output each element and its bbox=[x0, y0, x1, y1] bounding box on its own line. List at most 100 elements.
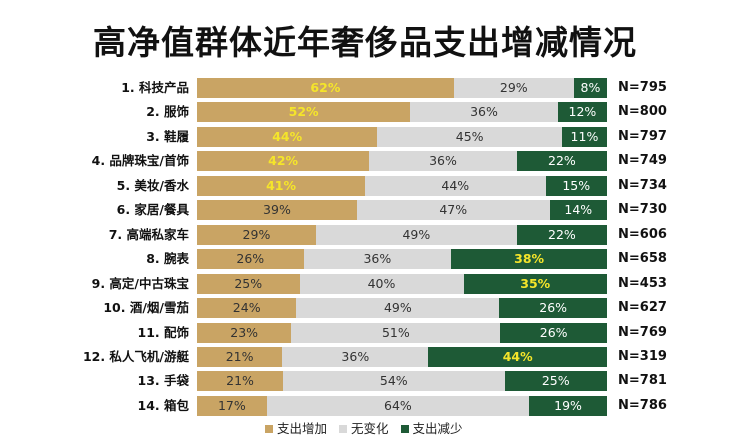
no-change-segment: 29% bbox=[453, 78, 574, 98]
sample-size-label: N=627 bbox=[618, 300, 667, 316]
bar-row: 13. 手袋 21% 54% 25% N=781 bbox=[0, 371, 730, 392]
legend-item: 支出减少 bbox=[400, 418, 463, 436]
no-change-segment: 44% bbox=[365, 175, 546, 196]
sample-size-label: N=658 bbox=[618, 251, 667, 267]
stacked-bar: 62% 29% 8% bbox=[197, 78, 607, 98]
stacked-bar: 26% 36% 38% bbox=[197, 249, 607, 270]
stacked-bar: 24% 49% 26% bbox=[197, 298, 607, 319]
no-change-segment: 54% bbox=[283, 371, 505, 392]
no-change-segment: 51% bbox=[291, 322, 501, 343]
bar-row: 1. 科技产品 62% 29% 8% N=795 bbox=[0, 78, 730, 98]
bar-row: 11. 配饰 23% 51% 26% N=769 bbox=[0, 322, 730, 343]
decrease-segment: 11% bbox=[561, 126, 607, 147]
increase-segment: 17% bbox=[197, 395, 267, 416]
category-label: 13. 手袋 bbox=[137, 373, 190, 389]
legend-swatch bbox=[339, 425, 348, 433]
sample-size-label: N=319 bbox=[618, 348, 667, 364]
no-change-segment: 36% bbox=[282, 346, 429, 367]
decrease-segment: 22% bbox=[516, 224, 608, 245]
category-label: 5. 美妆/香水 bbox=[116, 177, 189, 193]
bar-row: 12. 私人飞机/游艇 21% 36% 44% N=319 bbox=[0, 346, 730, 367]
no-change-segment: 47% bbox=[356, 200, 550, 221]
sample-size-label: N=749 bbox=[618, 153, 667, 169]
category-label: 9. 高定/中古珠宝 bbox=[91, 275, 189, 291]
bar-row: 14. 箱包 17% 64% 19% N=786 bbox=[0, 395, 730, 416]
sample-size-label: N=769 bbox=[618, 324, 667, 340]
sample-size-label: N=734 bbox=[618, 177, 667, 193]
no-change-segment: 49% bbox=[315, 224, 517, 245]
decrease-segment: 44% bbox=[428, 346, 607, 367]
category-label: 11. 配饰 bbox=[137, 324, 190, 340]
sample-size-label: N=781 bbox=[618, 373, 667, 389]
increase-segment: 44% bbox=[197, 126, 378, 147]
no-change-segment: 45% bbox=[377, 126, 562, 147]
category-label: 14. 箱包 bbox=[137, 397, 190, 413]
increase-segment: 21% bbox=[197, 346, 283, 367]
no-change-segment: 36% bbox=[410, 102, 558, 123]
sample-size-label: N=795 bbox=[618, 80, 667, 95]
category-label: 4. 品牌珠宝/首饰 bbox=[91, 153, 189, 169]
increase-segment: 42% bbox=[197, 151, 370, 172]
stacked-bar: 23% 51% 26% bbox=[197, 322, 607, 343]
decrease-segment: 14% bbox=[549, 200, 608, 221]
increase-segment: 41% bbox=[197, 175, 366, 196]
decrease-segment: 15% bbox=[545, 175, 607, 196]
category-label: 10. 酒/烟/雪茄 bbox=[103, 300, 189, 316]
sample-size-label: N=800 bbox=[618, 104, 667, 120]
category-label: 7. 高端私家车 bbox=[108, 226, 189, 242]
legend-item: 无变化 bbox=[339, 418, 389, 436]
sample-size-label: N=786 bbox=[618, 397, 667, 413]
legend-label: 无变化 bbox=[351, 421, 389, 436]
legend-item: 支出增加 bbox=[265, 418, 327, 436]
decrease-segment: 19% bbox=[529, 395, 608, 416]
stacked-bar: 39% 47% 14% bbox=[197, 200, 608, 221]
legend-label: 支出减少 bbox=[412, 421, 463, 436]
decrease-segment: 12% bbox=[557, 102, 607, 123]
sample-size-label: N=797 bbox=[618, 128, 667, 144]
increase-segment: 23% bbox=[197, 322, 292, 343]
legend-swatch bbox=[265, 425, 273, 433]
stacked-bar: 21% 54% 25% bbox=[197, 371, 607, 392]
stacked-bar: 52% 36% 12% bbox=[197, 102, 607, 123]
bar-row: 7. 高端私家车 29% 49% 22% N=606 bbox=[0, 224, 730, 245]
bar-row: 2. 服饰 52% 36% 12% N=800 bbox=[0, 102, 730, 123]
bar-row: 6. 家居/餐具 39% 47% 14% N=730 bbox=[0, 200, 730, 221]
decrease-segment: 22% bbox=[516, 151, 607, 172]
sample-size-label: N=606 bbox=[618, 226, 667, 242]
category-label: 3. 鞋履 bbox=[146, 128, 189, 144]
increase-segment: 26% bbox=[197, 249, 304, 270]
stacked-bar: 17% 64% 19% bbox=[197, 395, 608, 416]
increase-segment: 24% bbox=[197, 298, 297, 319]
increase-segment: 39% bbox=[197, 200, 357, 221]
increase-segment: 62% bbox=[197, 78, 454, 98]
stacked-bar: 25% 40% 35% bbox=[197, 273, 607, 294]
sample-size-label: N=453 bbox=[618, 275, 667, 291]
no-change-segment: 40% bbox=[299, 273, 464, 294]
decrease-segment: 35% bbox=[463, 273, 607, 294]
bar-row: 10. 酒/烟/雪茄 24% 49% 26% N=627 bbox=[0, 298, 730, 319]
chart-title: 高净值群体近年奢侈品支出增减情况 bbox=[93, 23, 637, 62]
stacked-bar: 29% 49% 22% bbox=[197, 224, 608, 245]
increase-segment: 25% bbox=[197, 273, 300, 294]
sample-size-label: N=730 bbox=[618, 202, 667, 218]
no-change-segment: 64% bbox=[266, 395, 530, 416]
no-change-segment: 49% bbox=[296, 298, 500, 319]
category-label: 2. 服饰 bbox=[146, 104, 189, 120]
category-label: 12. 私人飞机/游艇 bbox=[82, 348, 189, 364]
increase-segment: 21% bbox=[197, 371, 284, 392]
bar-row: 3. 鞋履 44% 45% 11% N=797 bbox=[0, 126, 730, 147]
no-change-segment: 36% bbox=[369, 151, 517, 172]
bar-row: 4. 品牌珠宝/首饰 42% 36% 22% N=749 bbox=[0, 151, 730, 172]
category-label: 1. 科技产品 bbox=[121, 80, 189, 95]
category-label: 6. 家居/餐具 bbox=[116, 202, 189, 218]
bar-row: 9. 高定/中古珠宝 25% 40% 35% N=453 bbox=[0, 273, 730, 294]
bar-row: 8. 腕表 26% 36% 38% N=658 bbox=[0, 249, 730, 270]
stacked-bar: 41% 44% 15% bbox=[197, 175, 607, 196]
increase-segment: 52% bbox=[197, 102, 411, 123]
bar-row: 5. 美妆/香水 41% 44% 15% N=734 bbox=[0, 175, 730, 196]
decrease-segment: 25% bbox=[504, 371, 607, 392]
decrease-segment: 26% bbox=[500, 322, 607, 343]
stacked-bar: 21% 36% 44% bbox=[197, 346, 607, 367]
increase-segment: 29% bbox=[197, 224, 316, 245]
